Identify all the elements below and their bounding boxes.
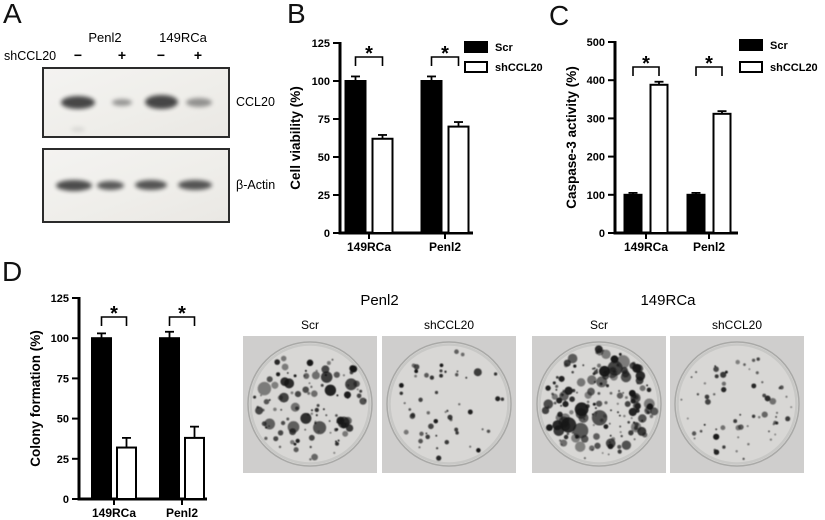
svg-text:shCCL20: shCCL20 bbox=[770, 62, 818, 74]
chart-caspase3-activity: 0 100 200 300 400 500 149RCa Penl2 * * Caspase-3 a… bbox=[564, 37, 818, 254]
svg-text:75: 75 bbox=[318, 114, 330, 126]
svg-text:25: 25 bbox=[318, 190, 330, 202]
svg-text:300: 300 bbox=[587, 113, 605, 125]
blot-band bbox=[112, 99, 132, 106]
blot-cellline-penl2: Penl2 bbox=[88, 30, 122, 45]
svg-text:0: 0 bbox=[324, 228, 330, 240]
blot-cellline-149rca: 149RCa bbox=[159, 30, 207, 45]
lane-sign-1: − bbox=[73, 47, 83, 63]
svg-text:50: 50 bbox=[318, 152, 330, 164]
svg-text:149RCa: 149RCa bbox=[624, 240, 668, 254]
svg-text:*: * bbox=[642, 53, 650, 75]
svg-text:*: * bbox=[110, 303, 118, 325]
blot-treatment-label: shCCL20 bbox=[4, 49, 57, 63]
dish-image-penl2-shccl20 bbox=[382, 336, 516, 473]
panel-letter-a: A bbox=[3, 0, 22, 29]
svg-text:25: 25 bbox=[57, 454, 69, 466]
svg-text:100: 100 bbox=[51, 333, 69, 345]
svg-text:200: 200 bbox=[587, 152, 605, 164]
dish-label-shccl20-1: shCCL20 bbox=[423, 318, 475, 332]
svg-text:Penl2: Penl2 bbox=[693, 240, 725, 254]
svg-text:Caspase-3 activity (%): Caspase-3 activity (%) bbox=[564, 66, 579, 209]
svg-text:75: 75 bbox=[57, 373, 69, 385]
panel-letter-b: B bbox=[287, 0, 306, 29]
svg-text:Colony formation (%): Colony formation (%) bbox=[28, 330, 43, 467]
dish-image-149rca-shccl20 bbox=[670, 336, 804, 473]
svg-text:*: * bbox=[365, 43, 373, 65]
dish-label-shccl20-2: shCCL20 bbox=[711, 318, 763, 332]
blot-band bbox=[61, 96, 95, 109]
svg-text:100: 100 bbox=[312, 76, 330, 88]
lane-sign-3: − bbox=[156, 47, 166, 63]
svg-text:50: 50 bbox=[57, 414, 69, 426]
blot-target-actin: β-Actin bbox=[236, 178, 276, 192]
blot-membrane-actin bbox=[42, 148, 230, 223]
svg-text:Scr: Scr bbox=[770, 40, 788, 52]
svg-text:149RCa: 149RCa bbox=[347, 240, 391, 254]
svg-text:0: 0 bbox=[599, 228, 605, 240]
blot-band bbox=[186, 98, 212, 107]
blot-band-faint bbox=[71, 127, 85, 132]
svg-text:125: 125 bbox=[312, 38, 330, 50]
svg-text:Cell viability (%): Cell viability (%) bbox=[288, 86, 303, 190]
panel-letter-d: D bbox=[2, 256, 23, 287]
chart-colony-formation: 0 25 50 75 100 125 149RCa Penl2 * * Colony formati… bbox=[28, 293, 207, 520]
svg-text:*: * bbox=[178, 303, 186, 325]
dish-image-149rca-scr bbox=[532, 336, 666, 473]
svg-text:Penl2: Penl2 bbox=[166, 506, 198, 520]
dish-group-title-penl2: Penl2 bbox=[360, 292, 399, 309]
svg-text:shCCL20: shCCL20 bbox=[495, 62, 543, 74]
svg-text:Scr: Scr bbox=[495, 42, 513, 54]
dish-label-scr-2: Scr bbox=[590, 318, 608, 332]
svg-text:Penl2: Penl2 bbox=[429, 240, 461, 254]
blot-band bbox=[145, 95, 178, 109]
dish-image-penl2-scr bbox=[243, 336, 377, 473]
lane-sign-4: + bbox=[193, 47, 203, 63]
svg-text:*: * bbox=[441, 43, 449, 65]
blot-band bbox=[178, 180, 212, 190]
blot-target-ccl20: CCL20 bbox=[236, 95, 275, 109]
blot-band bbox=[97, 181, 124, 190]
lane-sign-2: + bbox=[117, 47, 127, 63]
svg-text:0: 0 bbox=[63, 494, 69, 506]
blot-band bbox=[56, 180, 92, 191]
svg-text:125: 125 bbox=[51, 293, 69, 305]
dish-group-title-149rca: 149RCa bbox=[640, 292, 696, 309]
svg-text:500: 500 bbox=[587, 37, 605, 49]
svg-text:400: 400 bbox=[587, 75, 605, 87]
chart-cell-viability: 0 25 50 75 100 125 149RCa Penl2 * * Cell viability… bbox=[288, 38, 543, 254]
blot-membrane-ccl20 bbox=[42, 67, 230, 138]
svg-text:*: * bbox=[705, 53, 713, 75]
svg-text:149RCa: 149RCa bbox=[92, 506, 136, 520]
panel-letter-c: C bbox=[549, 0, 570, 31]
blot-band bbox=[135, 180, 167, 190]
dish-label-scr-1: Scr bbox=[301, 318, 319, 332]
svg-text:100: 100 bbox=[587, 190, 605, 202]
